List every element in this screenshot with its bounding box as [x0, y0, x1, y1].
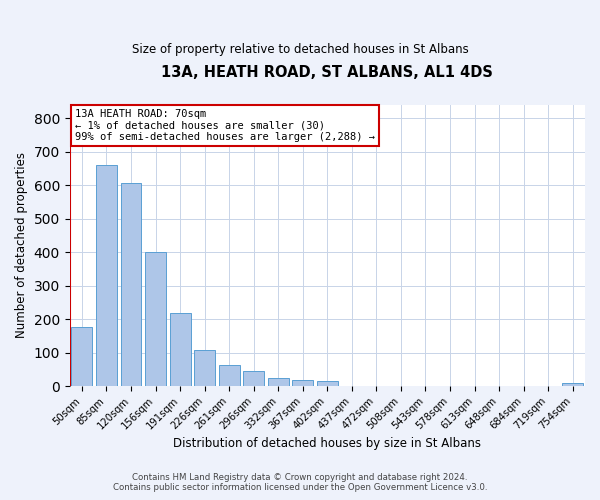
Bar: [317, 381, 338, 386]
Bar: [121, 184, 142, 386]
Bar: [194, 350, 215, 386]
Bar: [96, 165, 117, 386]
Title: 13A, HEATH ROAD, ST ALBANS, AL1 4DS: 13A, HEATH ROAD, ST ALBANS, AL1 4DS: [161, 65, 493, 80]
X-axis label: Distribution of detached houses by size in St Albans: Distribution of detached houses by size …: [173, 437, 481, 450]
Bar: [170, 313, 191, 386]
Text: 13A HEATH ROAD: 70sqm
← 1% of detached houses are smaller (30)
99% of semi-detac: 13A HEATH ROAD: 70sqm ← 1% of detached h…: [75, 109, 375, 142]
Bar: [219, 365, 239, 386]
Bar: [268, 378, 289, 386]
Text: Size of property relative to detached houses in St Albans: Size of property relative to detached ho…: [131, 42, 469, 56]
Bar: [292, 380, 313, 386]
Bar: [243, 371, 264, 386]
Y-axis label: Number of detached properties: Number of detached properties: [15, 152, 28, 338]
Bar: [562, 384, 583, 386]
Text: Contains HM Land Registry data © Crown copyright and database right 2024.
Contai: Contains HM Land Registry data © Crown c…: [113, 473, 487, 492]
Bar: [145, 252, 166, 386]
Bar: [71, 328, 92, 386]
